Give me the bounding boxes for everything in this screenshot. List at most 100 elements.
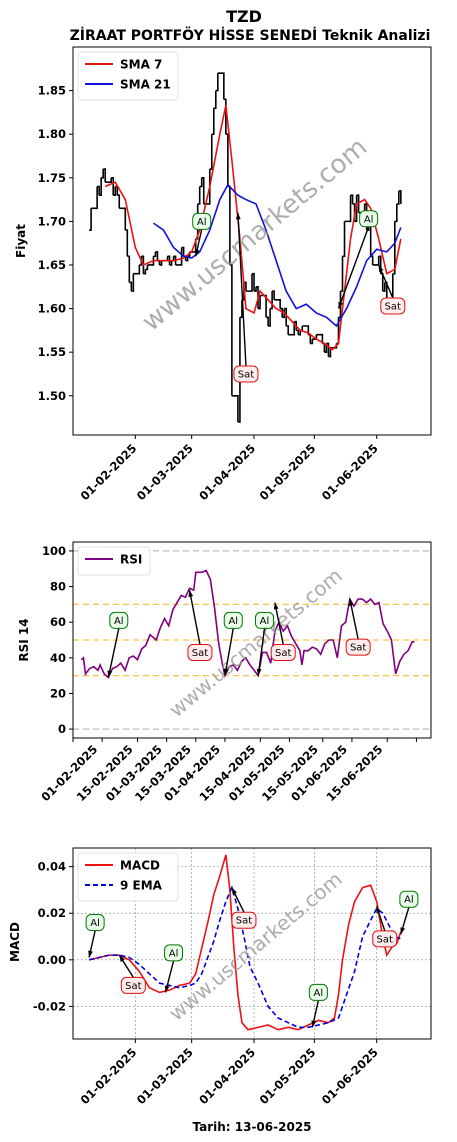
annotation-sell-box [345, 638, 371, 656]
y-tick-label: 1.80 [38, 127, 66, 141]
watermark: www.uscmarkets.com [164, 867, 347, 1026]
x-tick-label: 01-06-2025 [319, 1045, 381, 1107]
annotation-sell-label: Sat [125, 981, 141, 992]
annotation-arrowhead [88, 950, 93, 958]
chart-title: TZD [226, 7, 262, 26]
annotation-arrow [188, 589, 201, 645]
annotation-sell-label: Sat [238, 369, 254, 380]
y-tick-label: 1.55 [38, 345, 66, 359]
annotation-buy-box [254, 611, 274, 629]
x-tick-label: 01-02-2025 [78, 441, 140, 503]
rsi-legend: RSI [77, 546, 151, 576]
annotation-buy-box [308, 983, 328, 1001]
price-y-axis-label: Fiyat [14, 224, 28, 258]
annotation-buy-box [359, 210, 379, 228]
annotation-arrowhead [376, 906, 382, 914]
legend-label: SMA 7 [120, 58, 162, 72]
annotation-buy-label: Al [364, 214, 374, 225]
annotation-buy-label: Al [228, 616, 238, 627]
y-tick-label: 0.02 [38, 906, 66, 920]
annotation-buy-label: Al [314, 988, 324, 999]
annotation-arrowhead [273, 602, 279, 610]
y-tick-label: 1.75 [38, 171, 66, 185]
annotation-arrowhead [119, 955, 125, 962]
annotation-arrow [237, 212, 247, 367]
annotation-arrowhead [188, 590, 194, 598]
annotation-arrow [274, 602, 284, 645]
y-tick-label: 100 [42, 544, 66, 558]
annotation-buy-label: Al [90, 918, 100, 929]
annotation-sell-label: Sat [385, 301, 401, 312]
price-legend: SMA 7 SMA 21 [77, 51, 179, 101]
annotation-arrowhead [378, 264, 384, 272]
annotation-sell-box [187, 643, 213, 661]
series-sma-21-line [152, 183, 402, 328]
y-tick-label: 1.85 [38, 84, 66, 98]
annotation-sell-label: Sat [275, 648, 291, 659]
annotation-arrowhead [194, 249, 200, 257]
annotation-arrowhead [311, 1020, 317, 1028]
rsi-plot-area [80, 569, 415, 679]
y-tick-label: 1.65 [38, 258, 66, 272]
price-axes-frame [72, 46, 432, 436]
annotation-arrow [349, 598, 359, 640]
watermark: www.uscmarkets.com [137, 132, 374, 337]
y-tick-label: 80 [50, 580, 66, 594]
legend-box [77, 546, 151, 576]
annotation-sell-box [270, 643, 296, 661]
chart-subtitle: ZİRAAT PORTFÖY HİSSE SENEDİ Teknik Anali… [70, 26, 431, 44]
annotation-arrowhead [348, 599, 354, 606]
series-rsi-line [80, 569, 415, 679]
x-tick-label: 01-03-2025 [134, 1045, 196, 1107]
y-tick-label: 1.70 [38, 214, 66, 228]
macd-axes-frame [72, 847, 432, 1040]
series-sma-7-line [104, 105, 402, 351]
macd-panel: www.uscmarkets.comAlSatAlSatAlSatAl-0.02… [8, 847, 432, 1107]
annotation-buy-box [109, 611, 129, 629]
rsi-y-axis-label: RSI 14 [17, 618, 31, 661]
annotation-sell-label: Sat [236, 916, 252, 927]
x-tick-label: 01-05-2025 [257, 1045, 319, 1107]
legend-label: MACD [120, 859, 160, 873]
annotation-arrow [107, 628, 120, 678]
annotation-arrow [257, 628, 266, 676]
y-tick-label: -0.02 [33, 999, 66, 1013]
annotation-arrow [224, 628, 234, 676]
macd-y-axis-label: MACD [8, 922, 22, 962]
y-tick-label: 20 [50, 686, 66, 700]
y-tick-label: 0.00 [38, 953, 66, 967]
annotation-arrowhead [235, 212, 241, 220]
annotation-sell-label: Sat [192, 648, 208, 659]
annotation-sell-box [380, 297, 406, 315]
rsi-axes-frame [72, 541, 432, 739]
annotation-arrowhead [231, 887, 237, 895]
series-9-ema-line [88, 885, 402, 1029]
annotation-sell-box [120, 976, 146, 994]
annotation-buy-box [85, 914, 105, 932]
annotation-sell-box [231, 911, 257, 929]
y-tick-label: 1.60 [38, 302, 66, 316]
annotation-arrow [337, 226, 370, 309]
x-tick-label: 01-05-2025 [257, 441, 319, 503]
annotation-buy-label: Al [260, 616, 270, 627]
macd-plot-area [88, 854, 402, 1031]
annotation-sell-label: Sat [377, 934, 393, 945]
x-tick-label: 01-04-2025 [196, 441, 258, 503]
annotation-sell-label: Sat [350, 643, 366, 654]
annotation-buy-label: Al [404, 895, 414, 906]
y-tick-label: 0.04 [38, 860, 66, 874]
annotation-buy-box [223, 611, 243, 629]
annotation-arrowhead [400, 927, 406, 935]
annotation-arrowhead [256, 668, 262, 676]
annotation-arrowhead [223, 668, 229, 676]
annotation-buy-box [399, 890, 419, 908]
x-tick-label: 01-04-2025 [196, 1045, 258, 1107]
y-tick-label: 1.50 [38, 389, 66, 403]
y-tick-label: 40 [50, 651, 66, 665]
x-tick-label: 01-06-2025 [319, 441, 381, 503]
macd-legend: MACD 9 EMA [77, 852, 179, 902]
y-tick-label: 60 [50, 615, 66, 629]
